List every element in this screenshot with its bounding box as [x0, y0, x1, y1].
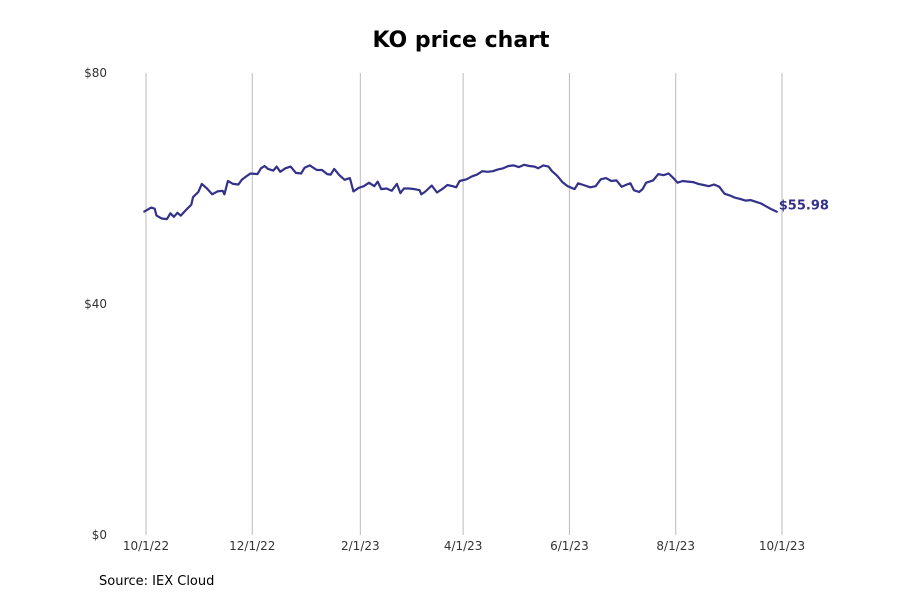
x-tick-label: 6/1/23 [550, 539, 589, 553]
x-axis-ticks: 10/1/22 12/1/22 2/1/23 4/1/23 6/1/23 8/1/23 10… [123, 539, 805, 553]
last-price-label: $55.98 [779, 199, 829, 214]
gridlines [145, 73, 783, 535]
x-tick-label: 10/1/22 [123, 539, 169, 553]
x-tick-label: 4/1/23 [444, 539, 483, 553]
x-tick-label: 10/1/23 [759, 539, 805, 553]
y-axis-ticks: $0 $40 $80 [84, 66, 107, 542]
x-tick-label: 8/1/23 [656, 539, 695, 553]
y-tick-label: $0 [92, 528, 107, 542]
series-line [143, 163, 778, 221]
x-tick-label: 2/1/23 [341, 539, 380, 553]
chart-title: KO price chart [372, 28, 550, 53]
y-tick-label: $40 [84, 297, 107, 311]
x-tick-label: 12/1/22 [229, 539, 275, 553]
source-note: Source: IEX Cloud [99, 574, 215, 589]
y-tick-label: $80 [84, 66, 107, 80]
